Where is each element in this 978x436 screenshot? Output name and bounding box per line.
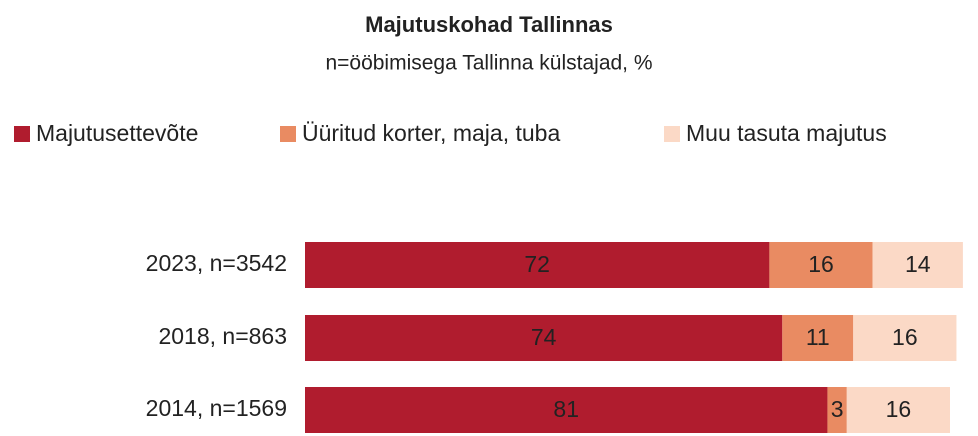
bar-segment (769, 242, 873, 288)
data-label: 3 (831, 396, 844, 422)
chart-title: Majutuskohad Tallinnas (365, 12, 613, 37)
bar-segment (305, 242, 770, 288)
legend-label: Majutusettevõte (36, 120, 198, 146)
bar-segment (782, 315, 854, 361)
data-label: 14 (905, 251, 931, 277)
y-tick-label: 2018, n=863 (158, 323, 287, 349)
bar-segment (872, 242, 963, 288)
legend-label: Muu tasuta majutus (686, 120, 887, 146)
bar-segment (853, 315, 957, 361)
bar-segment (846, 387, 950, 433)
legend-label: Üüritud korter, maja, tuba (302, 120, 560, 146)
data-label: 16 (886, 396, 912, 422)
data-label: 72 (524, 251, 550, 277)
data-label: 16 (808, 251, 834, 277)
legend-swatch (14, 126, 30, 142)
data-label: 11 (806, 324, 830, 350)
data-label: 81 (553, 396, 579, 422)
data-label: 16 (892, 324, 918, 350)
bar-segment (827, 387, 847, 433)
legend-swatch (280, 126, 296, 142)
y-tick-label: 2023, n=3542 (146, 250, 287, 276)
bar-segment (305, 387, 828, 433)
chart-subtitle: n=ööbimisega Tallinna külstajad, % (325, 52, 652, 75)
y-tick-label: 2014, n=1569 (146, 395, 287, 421)
legend-swatch (664, 126, 680, 142)
data-label: 74 (531, 324, 557, 350)
bar-segment (305, 315, 783, 361)
